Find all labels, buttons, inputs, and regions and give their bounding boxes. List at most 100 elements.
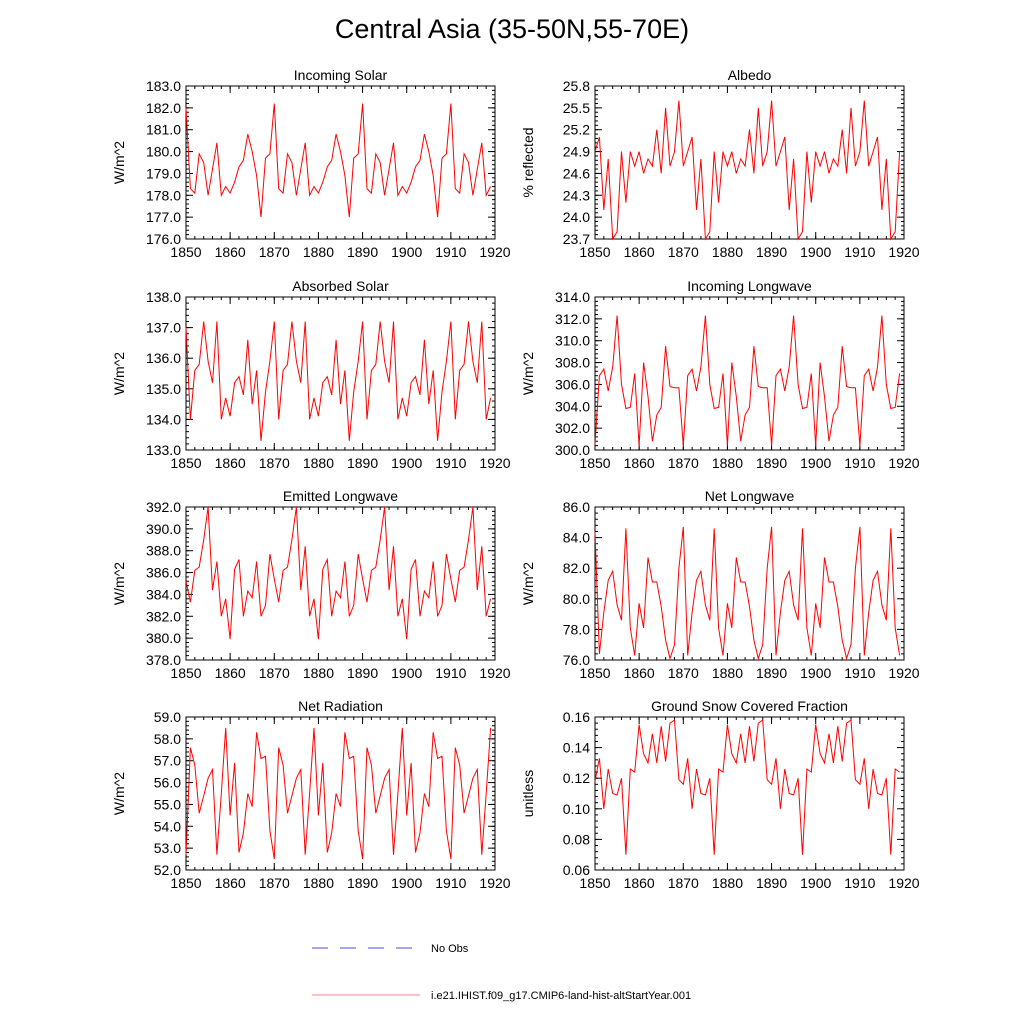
y-tick-label: 82.0: [563, 560, 590, 576]
x-tick-label: 1910: [435, 875, 466, 891]
panel-3: Absorbed Solar W/m^2 133.0 134.0 135.0 136.0 1…: [111, 278, 511, 471]
y-tick-label: 136.0: [146, 350, 181, 366]
x-tick-label: 1890: [756, 665, 787, 681]
x-tick-label: 1860: [215, 455, 246, 471]
panel-title: Net Radiation: [298, 698, 383, 714]
x-tick-label: 1850: [579, 244, 610, 260]
panel-title: Incoming Longwave: [687, 278, 812, 294]
x-tick-label: 1920: [888, 455, 919, 471]
x-tick-label: 1850: [579, 455, 610, 471]
y-tick-label: 76.0: [563, 652, 590, 668]
x-tick-label: 1870: [668, 455, 699, 471]
series-line: [594, 315, 901, 446]
plot-frame: [185, 85, 496, 240]
y-tick-label: 182.0: [146, 100, 181, 116]
y-tick-label: 25.2: [563, 122, 590, 138]
x-tick-label: 1850: [170, 455, 201, 471]
y-axis-label: W/m^2: [520, 352, 536, 395]
y-tick-label: 0.16: [563, 709, 590, 725]
y-tick-label: 177.0: [146, 209, 181, 225]
y-tick-label: 0.06: [563, 862, 590, 878]
y-tick-label: 386.0: [146, 565, 181, 581]
y-tick-label: 24.9: [563, 144, 590, 160]
x-tick-label: 1890: [347, 665, 378, 681]
x-tick-label: 1860: [624, 875, 655, 891]
x-tick-label: 1900: [391, 455, 422, 471]
y-tick-label: 0.14: [563, 740, 590, 756]
plot-frame: [185, 296, 496, 451]
x-tick-label: 1870: [668, 875, 699, 891]
x-tick-label: 1870: [259, 455, 290, 471]
x-tick-label: 1880: [303, 875, 334, 891]
panel-8: Ground Snow Covered Fraction unitless 0.06…: [520, 698, 920, 891]
x-tick-label: 1850: [170, 244, 201, 260]
y-tick-label: 24.6: [563, 165, 590, 181]
x-tick-label: 1880: [712, 665, 743, 681]
y-tick-label: 54.0: [154, 818, 181, 834]
x-tick-label: 1900: [391, 244, 422, 260]
panel-4: Incoming Longwave W/m^2 300.0 302.0 304.0 306…: [520, 278, 920, 471]
y-axis-label: % reflected: [520, 127, 536, 197]
legend-model-label: i.e21.IHIST.f09_g17.CMIP6-land-hist-altS…: [431, 990, 691, 1002]
x-tick-label: 1850: [170, 665, 201, 681]
y-tick-label: 178.0: [146, 187, 181, 203]
y-tick-label: 138.0: [146, 289, 181, 305]
x-tick-label: 1860: [215, 665, 246, 681]
y-tick-label: 314.0: [555, 289, 590, 305]
x-tick-label: 1900: [800, 875, 831, 891]
y-tick-label: 312.0: [555, 311, 590, 327]
x-tick-label: 1920: [888, 665, 919, 681]
x-tick-label: 1860: [215, 244, 246, 260]
x-tick-label: 1910: [844, 875, 875, 891]
y-tick-label: 384.0: [146, 586, 181, 602]
plot-frame: [185, 506, 496, 661]
x-tick-label: 1910: [844, 244, 875, 260]
y-tick-label: 135.0: [146, 381, 181, 397]
y-tick-label: 310.0: [555, 333, 590, 349]
series-line: [594, 719, 900, 855]
y-tick-label: 378.0: [146, 652, 181, 668]
y-tick-label: 304.0: [555, 398, 590, 414]
legend: No Obs i.e21.IHIST.f09_g17.CMIP6-land-hi…: [312, 943, 691, 1002]
y-tick-label: 308.0: [555, 355, 590, 371]
series-line: [185, 321, 492, 441]
x-tick-label: 1920: [479, 875, 510, 891]
y-tick-label: 80.0: [563, 591, 590, 607]
x-tick-label: 1920: [888, 875, 919, 891]
y-tick-label: 302.0: [555, 420, 590, 436]
x-tick-label: 1870: [668, 665, 699, 681]
x-tick-label: 1910: [435, 244, 466, 260]
legend-obs-label: No Obs: [431, 943, 469, 955]
y-axis-label: W/m^2: [111, 562, 127, 605]
series-line: [185, 506, 492, 640]
x-tick-label: 1900: [800, 455, 831, 471]
y-tick-label: 382.0: [146, 608, 181, 624]
panel-title: Ground Snow Covered Fraction: [651, 698, 848, 714]
x-tick-label: 1900: [391, 875, 422, 891]
main-title: Central Asia (35-50N,55-70E): [334, 14, 690, 44]
y-tick-label: 84.0: [563, 530, 590, 546]
x-tick-label: 1870: [259, 875, 290, 891]
x-tick-label: 1880: [303, 665, 334, 681]
y-tick-label: 181.0: [146, 122, 181, 138]
x-tick-label: 1870: [259, 665, 290, 681]
y-axis-label: W/m^2: [520, 562, 536, 605]
x-tick-label: 1880: [712, 455, 743, 471]
x-tick-label: 1880: [303, 244, 334, 260]
y-tick-label: 53.0: [154, 840, 181, 856]
panel-title: Emitted Longwave: [283, 488, 398, 504]
x-tick-label: 1920: [479, 244, 510, 260]
panel-7: Net Radiation W/m^2 52.0 53.0 54.0 55.0 56.0 57…: [111, 698, 511, 891]
x-tick-label: 1860: [624, 455, 655, 471]
x-tick-label: 1850: [170, 875, 201, 891]
x-tick-label: 1860: [624, 665, 655, 681]
x-tick-label: 1910: [435, 665, 466, 681]
plot-frame: [594, 85, 905, 240]
x-tick-label: 1860: [215, 875, 246, 891]
y-tick-label: 56.0: [154, 775, 181, 791]
y-tick-label: 25.8: [563, 78, 590, 94]
series-line: [594, 526, 901, 661]
y-tick-label: 392.0: [146, 499, 181, 515]
x-tick-label: 1870: [668, 244, 699, 260]
y-tick-label: 23.7: [563, 231, 590, 247]
